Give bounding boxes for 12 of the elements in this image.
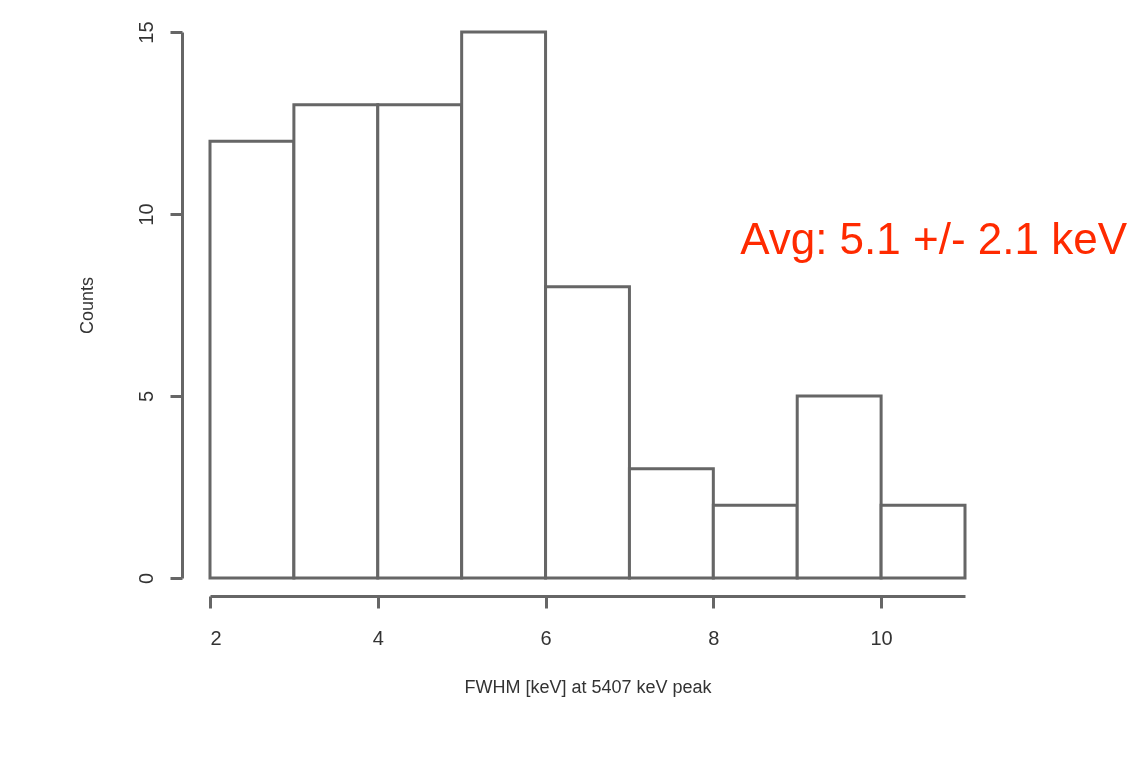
y-tick-label: 10 <box>134 203 157 226</box>
y-tick-label: 15 <box>134 21 157 44</box>
x-tick-label: 6 <box>540 626 552 649</box>
x-tick-label: 10 <box>870 626 893 649</box>
y-tick-label: 0 <box>134 572 157 585</box>
x-tick-label: 2 <box>210 626 222 649</box>
x-axis-title: FWHM [keV] at 5407 keV peak <box>464 676 713 697</box>
x-tick-label: 8 <box>708 626 720 649</box>
y-tick-label: 5 <box>134 390 157 403</box>
y-axis-title: Counts <box>76 276 97 335</box>
annotation: Avg: 5.1 +/- 2.1 keV <box>740 214 1128 263</box>
x-tick-label: 4 <box>372 626 384 649</box>
